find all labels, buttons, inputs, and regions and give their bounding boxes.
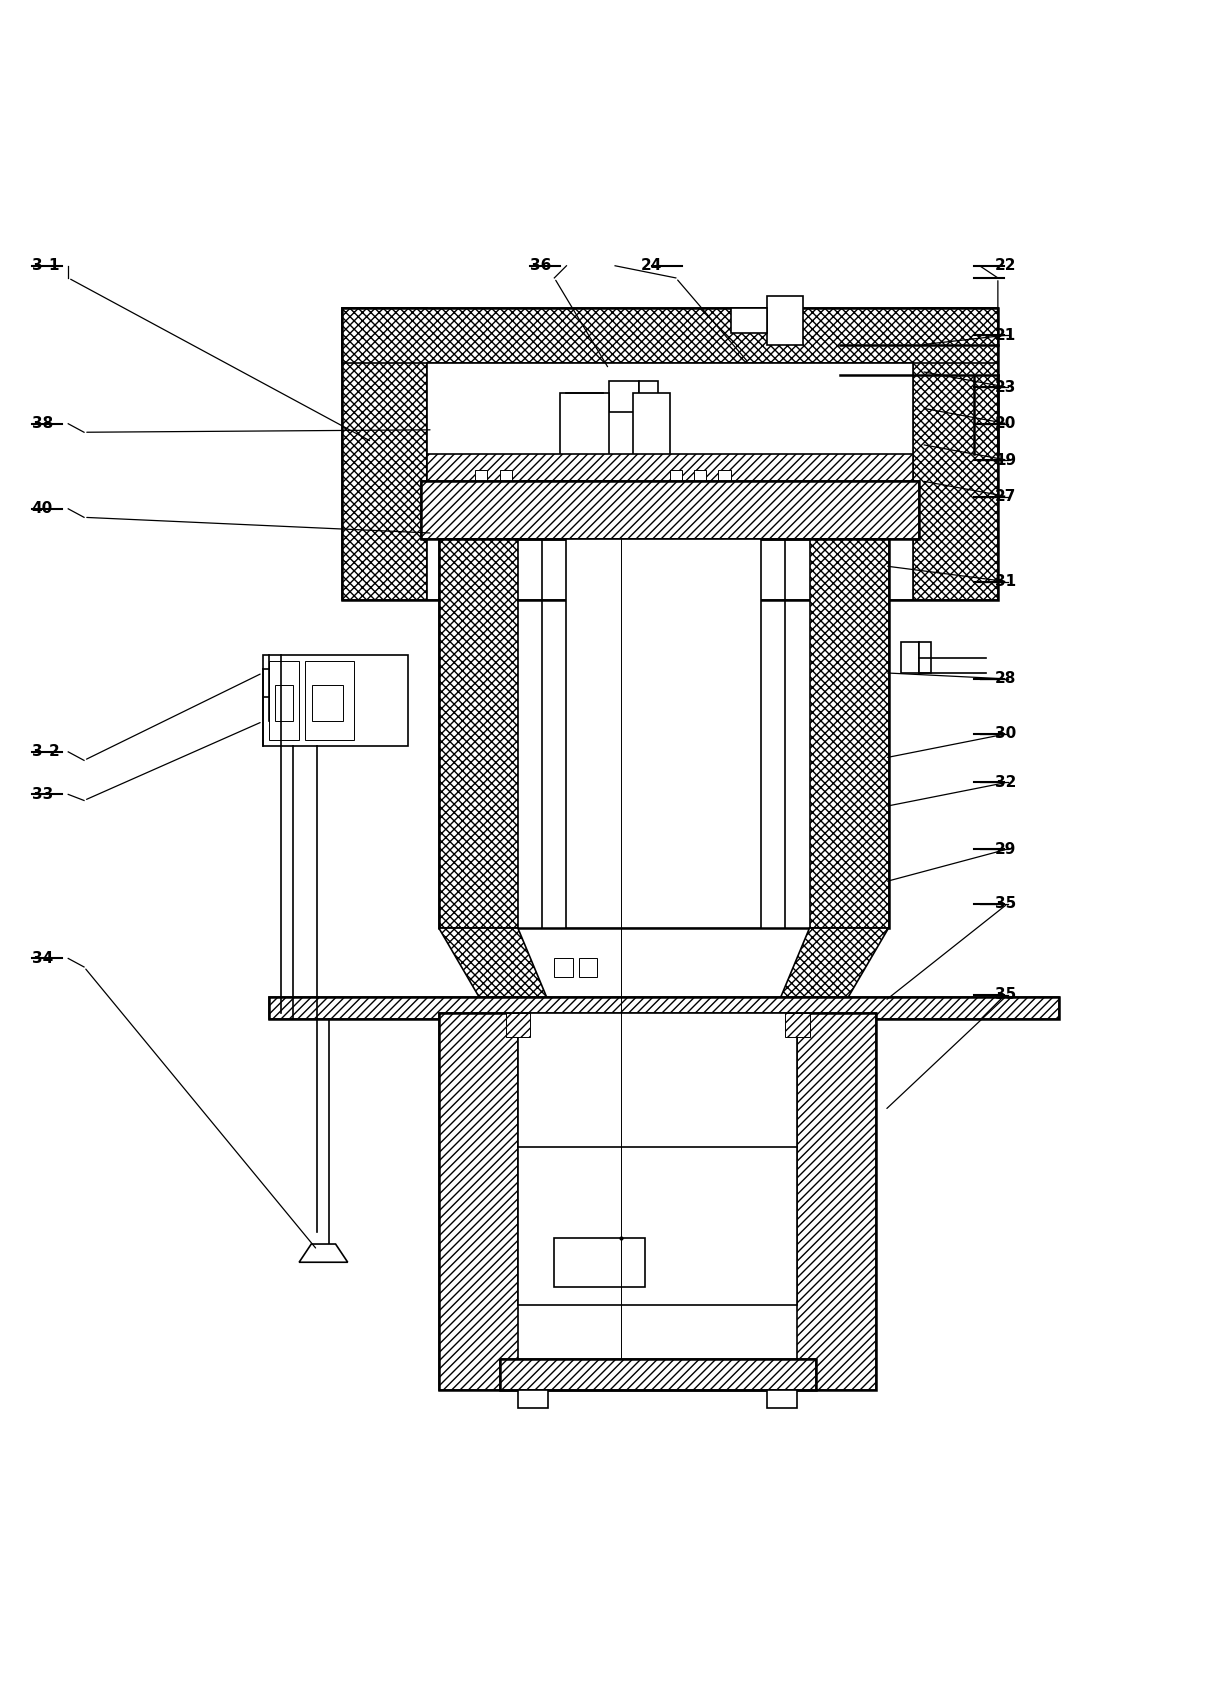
- Bar: [342, 309, 426, 600]
- Text: 32: 32: [995, 776, 1016, 789]
- Text: 27: 27: [995, 489, 1016, 504]
- Text: 34: 34: [32, 951, 54, 966]
- Bar: [313, 685, 342, 722]
- Text: 40: 40: [32, 501, 54, 516]
- Bar: [342, 309, 998, 600]
- Bar: [438, 540, 888, 927]
- Bar: [633, 393, 670, 467]
- Bar: [912, 309, 998, 600]
- Bar: [275, 685, 294, 722]
- Bar: [438, 1013, 876, 1389]
- Bar: [767, 297, 804, 344]
- Bar: [670, 470, 682, 489]
- Bar: [810, 540, 888, 927]
- Bar: [731, 309, 767, 332]
- Bar: [554, 1238, 646, 1286]
- Bar: [475, 470, 487, 489]
- Text: 23: 23: [995, 379, 1016, 395]
- Text: 33: 33: [32, 787, 54, 803]
- Bar: [263, 654, 408, 745]
- Bar: [499, 470, 512, 489]
- Polygon shape: [780, 927, 888, 1001]
- Bar: [420, 481, 918, 540]
- Bar: [269, 661, 300, 740]
- Bar: [597, 481, 615, 506]
- Bar: [694, 470, 706, 489]
- Text: 21: 21: [995, 327, 1016, 342]
- Bar: [900, 642, 918, 673]
- Bar: [639, 381, 658, 411]
- Text: 24: 24: [641, 258, 663, 273]
- Polygon shape: [300, 1244, 347, 1263]
- Text: 29: 29: [995, 841, 1016, 856]
- Bar: [560, 481, 585, 506]
- Text: 22: 22: [995, 258, 1016, 273]
- Bar: [524, 481, 554, 506]
- Bar: [342, 309, 998, 362]
- Bar: [426, 454, 912, 484]
- Text: 30: 30: [995, 727, 1016, 742]
- Text: 20: 20: [995, 416, 1016, 432]
- Text: 3-1: 3-1: [32, 258, 60, 273]
- Bar: [426, 362, 912, 600]
- Text: 28: 28: [995, 671, 1016, 686]
- Bar: [505, 1013, 530, 1037]
- Bar: [269, 998, 1058, 1020]
- Text: 38: 38: [32, 416, 54, 432]
- Text: 3-2: 3-2: [32, 744, 60, 759]
- Bar: [767, 1389, 798, 1408]
- Bar: [786, 1013, 810, 1037]
- Bar: [609, 381, 639, 411]
- Text: 36: 36: [530, 258, 552, 273]
- Bar: [918, 642, 931, 673]
- Bar: [798, 1013, 876, 1389]
- Bar: [554, 958, 572, 976]
- Text: 35: 35: [995, 988, 1016, 1003]
- Bar: [566, 540, 761, 927]
- Bar: [306, 661, 353, 740]
- Polygon shape: [438, 927, 548, 1001]
- Text: 31: 31: [995, 575, 1016, 588]
- Text: 35: 35: [995, 897, 1016, 910]
- Bar: [499, 1359, 816, 1389]
- Bar: [438, 540, 518, 927]
- Bar: [719, 470, 731, 489]
- Bar: [269, 998, 1058, 1020]
- Text: 19: 19: [995, 454, 1016, 467]
- Bar: [560, 393, 609, 467]
- Bar: [438, 1013, 518, 1389]
- Bar: [518, 1389, 548, 1408]
- Bar: [579, 958, 597, 976]
- Bar: [420, 481, 918, 540]
- Bar: [518, 1013, 798, 1305]
- Bar: [499, 1359, 816, 1389]
